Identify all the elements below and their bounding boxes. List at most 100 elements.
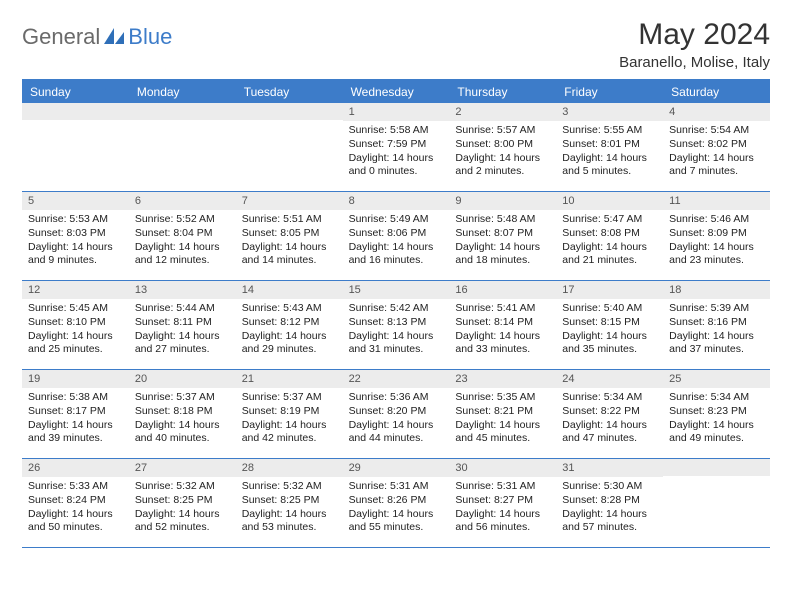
day-line: Sunset: 8:16 PM: [669, 316, 764, 330]
day-line: Daylight: 14 hours: [242, 330, 337, 344]
day-number: 25: [663, 370, 770, 388]
day-line: and 40 minutes.: [135, 432, 230, 446]
day-line: Sunset: 8:14 PM: [455, 316, 550, 330]
calendar-cell: 19Sunrise: 5:38 AMSunset: 8:17 PMDayligh…: [22, 370, 129, 458]
day-line: and 53 minutes.: [242, 521, 337, 535]
day-line: Sunset: 8:21 PM: [455, 405, 550, 419]
day-line: and 21 minutes.: [562, 254, 657, 268]
day-number: 26: [22, 459, 129, 477]
day-line: Daylight: 14 hours: [135, 241, 230, 255]
day-line: Sunrise: 5:57 AM: [455, 124, 550, 138]
day-line: Daylight: 14 hours: [562, 241, 657, 255]
day-number: [129, 103, 236, 120]
day-body: Sunrise: 5:45 AMSunset: 8:10 PMDaylight:…: [22, 299, 129, 363]
calendar-cell: 27Sunrise: 5:32 AMSunset: 8:25 PMDayligh…: [129, 459, 236, 547]
day-number: 27: [129, 459, 236, 477]
day-line: Daylight: 14 hours: [349, 241, 444, 255]
day-number: 16: [449, 281, 556, 299]
day-line: Sunrise: 5:48 AM: [455, 213, 550, 227]
day-number: 18: [663, 281, 770, 299]
calendar-cell: 4Sunrise: 5:54 AMSunset: 8:02 PMDaylight…: [663, 103, 770, 191]
logo-sail-icon: [104, 28, 126, 46]
col-head-wed: Wednesday: [343, 81, 450, 103]
day-number: 17: [556, 281, 663, 299]
day-line: Daylight: 14 hours: [349, 330, 444, 344]
calendar-row: 19Sunrise: 5:38 AMSunset: 8:17 PMDayligh…: [22, 370, 770, 459]
day-line: Daylight: 14 hours: [455, 419, 550, 433]
day-number: 8: [343, 192, 450, 210]
calendar-cell: 30Sunrise: 5:31 AMSunset: 8:27 PMDayligh…: [449, 459, 556, 547]
calendar-cell: 20Sunrise: 5:37 AMSunset: 8:18 PMDayligh…: [129, 370, 236, 458]
day-line: and 39 minutes.: [28, 432, 123, 446]
day-number: [22, 103, 129, 120]
day-line: Daylight: 14 hours: [28, 508, 123, 522]
day-line: and 52 minutes.: [135, 521, 230, 535]
day-line: Sunset: 7:59 PM: [349, 138, 444, 152]
day-number: 14: [236, 281, 343, 299]
day-line: Daylight: 14 hours: [349, 508, 444, 522]
day-line: Sunset: 8:02 PM: [669, 138, 764, 152]
day-line: Sunrise: 5:47 AM: [562, 213, 657, 227]
day-line: and 27 minutes.: [135, 343, 230, 357]
day-line: Sunrise: 5:51 AM: [242, 213, 337, 227]
day-line: and 14 minutes.: [242, 254, 337, 268]
day-line: Daylight: 14 hours: [349, 419, 444, 433]
title-block: May 2024 Baranello, Molise, Italy: [619, 18, 770, 71]
day-line: Daylight: 14 hours: [28, 419, 123, 433]
day-body: [129, 120, 236, 129]
day-line: Daylight: 14 hours: [562, 419, 657, 433]
calendar-cell: 15Sunrise: 5:42 AMSunset: 8:13 PMDayligh…: [343, 281, 450, 369]
calendar-row: 1Sunrise: 5:58 AMSunset: 7:59 PMDaylight…: [22, 103, 770, 192]
logo: General Blue: [22, 24, 172, 50]
day-line: Sunrise: 5:46 AM: [669, 213, 764, 227]
col-head-sun: Sunday: [22, 81, 129, 103]
day-line: Sunset: 8:26 PM: [349, 494, 444, 508]
day-line: Sunset: 8:01 PM: [562, 138, 657, 152]
day-line: Sunrise: 5:36 AM: [349, 391, 444, 405]
day-line: and 0 minutes.: [349, 165, 444, 179]
calendar-cell: 28Sunrise: 5:32 AMSunset: 8:25 PMDayligh…: [236, 459, 343, 547]
day-line: and 18 minutes.: [455, 254, 550, 268]
day-body: Sunrise: 5:41 AMSunset: 8:14 PMDaylight:…: [449, 299, 556, 363]
day-body: Sunrise: 5:34 AMSunset: 8:22 PMDaylight:…: [556, 388, 663, 452]
calendar-cell: 25Sunrise: 5:34 AMSunset: 8:23 PMDayligh…: [663, 370, 770, 458]
day-line: and 5 minutes.: [562, 165, 657, 179]
calendar-table: Sunday Monday Tuesday Wednesday Thursday…: [22, 79, 770, 548]
day-line: and 37 minutes.: [669, 343, 764, 357]
day-line: and 42 minutes.: [242, 432, 337, 446]
day-line: Sunrise: 5:32 AM: [242, 480, 337, 494]
calendar-cell: 10Sunrise: 5:47 AMSunset: 8:08 PMDayligh…: [556, 192, 663, 280]
day-body: Sunrise: 5:49 AMSunset: 8:06 PMDaylight:…: [343, 210, 450, 274]
day-line: and 57 minutes.: [562, 521, 657, 535]
day-number: 13: [129, 281, 236, 299]
day-number: 22: [343, 370, 450, 388]
day-body: Sunrise: 5:39 AMSunset: 8:16 PMDaylight:…: [663, 299, 770, 363]
day-body: Sunrise: 5:32 AMSunset: 8:25 PMDaylight:…: [129, 477, 236, 541]
day-line: and 9 minutes.: [28, 254, 123, 268]
day-line: Daylight: 14 hours: [242, 508, 337, 522]
calendar-cell: 8Sunrise: 5:49 AMSunset: 8:06 PMDaylight…: [343, 192, 450, 280]
day-line: Sunset: 8:10 PM: [28, 316, 123, 330]
day-line: Sunrise: 5:49 AM: [349, 213, 444, 227]
col-head-thu: Thursday: [449, 81, 556, 103]
day-line: Daylight: 14 hours: [242, 241, 337, 255]
day-body: [22, 120, 129, 129]
calendar-cell: 3Sunrise: 5:55 AMSunset: 8:01 PMDaylight…: [556, 103, 663, 191]
day-line: Sunset: 8:24 PM: [28, 494, 123, 508]
day-number: 11: [663, 192, 770, 210]
day-body: Sunrise: 5:40 AMSunset: 8:15 PMDaylight:…: [556, 299, 663, 363]
calendar-cell: [129, 103, 236, 191]
logo-text-general: General: [22, 24, 100, 50]
day-body: Sunrise: 5:58 AMSunset: 7:59 PMDaylight:…: [343, 121, 450, 185]
calendar-cell: 9Sunrise: 5:48 AMSunset: 8:07 PMDaylight…: [449, 192, 556, 280]
calendar-cell: [663, 459, 770, 547]
day-line: Sunrise: 5:37 AM: [242, 391, 337, 405]
day-line: and 2 minutes.: [455, 165, 550, 179]
day-line: Sunset: 8:03 PM: [28, 227, 123, 241]
day-body: Sunrise: 5:34 AMSunset: 8:23 PMDaylight:…: [663, 388, 770, 452]
calendar-cell: 26Sunrise: 5:33 AMSunset: 8:24 PMDayligh…: [22, 459, 129, 547]
day-line: and 12 minutes.: [135, 254, 230, 268]
day-line: Daylight: 14 hours: [669, 330, 764, 344]
day-number: 19: [22, 370, 129, 388]
calendar-cell: [236, 103, 343, 191]
